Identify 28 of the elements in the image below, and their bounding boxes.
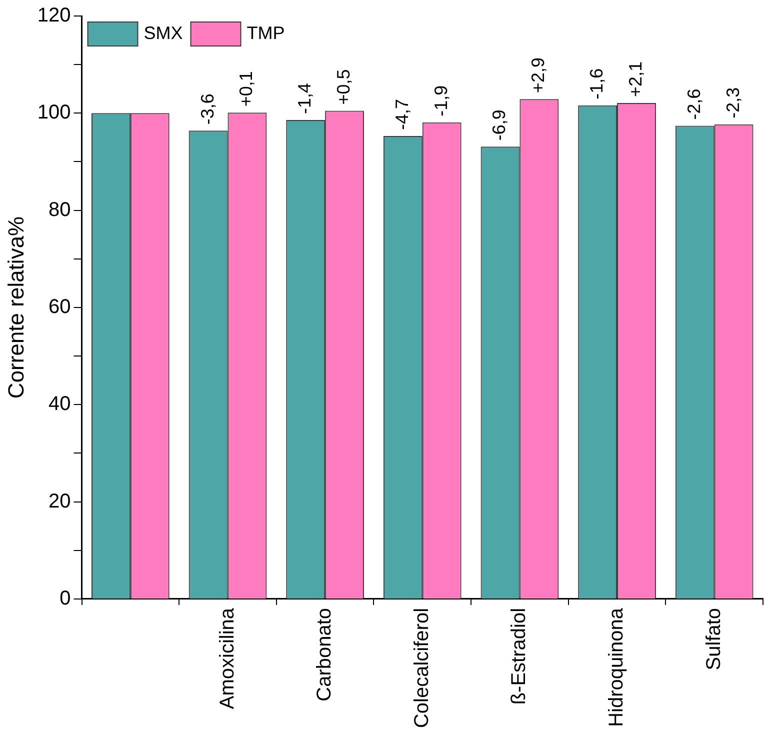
- annotation: -1,6: [586, 68, 607, 100]
- y-tick-label: 60: [48, 296, 71, 318]
- x-tick-label: Sulfato: [702, 608, 725, 670]
- annotation: -2,3: [722, 87, 743, 118]
- annotation: +2,1: [625, 61, 646, 97]
- y-tick-label: 120: [37, 4, 71, 27]
- annotation: -1,9: [430, 85, 451, 116]
- annotation: -4,7: [392, 98, 412, 130]
- annotation: +0,5: [334, 69, 354, 105]
- y-tick-label: 20: [48, 490, 71, 512]
- annotation: -3,6: [197, 94, 218, 125]
- annotation: -2,6: [684, 88, 704, 120]
- annotation: -6,9: [489, 110, 510, 141]
- y-tick-label: 80: [48, 198, 71, 221]
- annotation: -1,4: [294, 82, 315, 114]
- annotation: +2,9: [528, 58, 548, 94]
- x-tick-label: Carbonato: [314, 608, 336, 702]
- x-tick-label: Hidroquinona: [606, 607, 628, 727]
- y-axis-title: Corrente relativa%: [3, 216, 28, 399]
- legend-label: SMX: [144, 22, 183, 43]
- x-tick-label: Colecalciferol: [410, 608, 433, 728]
- x-tick-label: ß-Estradiol: [508, 608, 530, 705]
- x-tick-label: Amoxicilina: [216, 607, 238, 710]
- annotation: +0,1: [236, 71, 256, 107]
- y-tick-label: 40: [48, 393, 71, 416]
- legend-label: TMP: [246, 22, 285, 43]
- y-tick-label: 0: [60, 587, 71, 610]
- y-tick-label: 100: [37, 102, 71, 124]
